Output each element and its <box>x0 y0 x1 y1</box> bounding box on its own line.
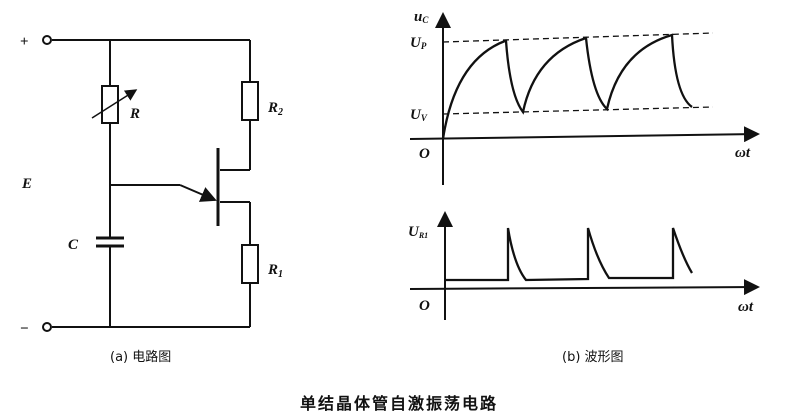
variable-resistor-label: R <box>129 106 140 122</box>
valley-dashed-line <box>442 106 714 115</box>
capacitor <box>96 236 124 248</box>
circuit-wires <box>52 39 251 328</box>
valley-label: UV <box>410 107 428 123</box>
capacitor-label: C <box>68 237 79 253</box>
top-y-label: uC <box>414 9 429 25</box>
origin-label: O <box>419 146 430 162</box>
bottom-x-axis <box>409 279 760 296</box>
resistor-r2 <box>241 81 259 121</box>
capacitor-voltage-curve <box>441 33 693 140</box>
peak-label: UP <box>410 35 427 51</box>
resistor-voltage-pulses <box>445 227 693 282</box>
variable-resistor <box>101 85 119 124</box>
figure-title: 单结晶体管自激振荡电路 <box>300 394 499 413</box>
top-x-axis <box>409 126 760 143</box>
bottom-y-label: UR1 <box>408 224 428 240</box>
waveform-caption: (b) 波形图 <box>562 350 624 365</box>
peak-dashed-line <box>442 32 714 43</box>
r1-label: R1 <box>267 262 283 280</box>
minus-terminal <box>42 322 52 332</box>
resistor-r1 <box>241 244 259 284</box>
minus-label: − <box>20 321 29 337</box>
source-label: E <box>21 176 32 192</box>
variable-arrow-icon <box>91 89 138 119</box>
bottom-origin-label: O <box>419 298 430 314</box>
plus-terminal <box>42 35 52 45</box>
circuit-caption: (a) 电路图 <box>110 350 172 365</box>
r2-label: R2 <box>267 100 283 118</box>
x-axis-label: ωt <box>735 145 751 161</box>
bottom-x-axis-label: ωt <box>738 299 754 315</box>
plus-label: + <box>20 34 29 50</box>
